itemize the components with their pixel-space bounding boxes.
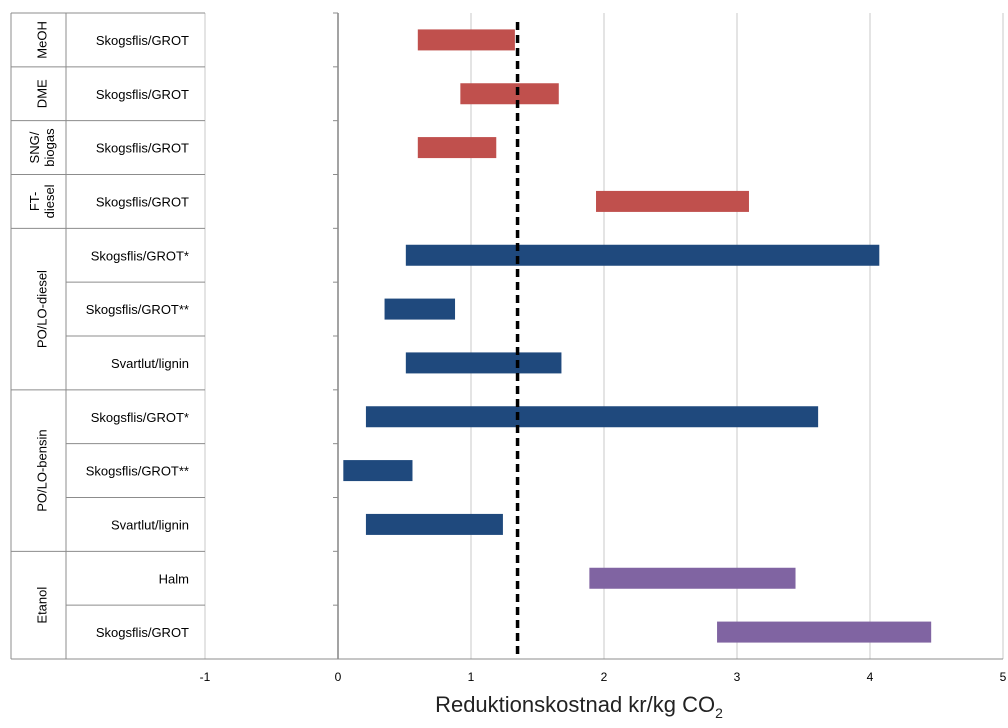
category-label: Skogsflis/GROT** (86, 464, 189, 479)
group-label-line: PO/LO-bensin (35, 429, 50, 511)
range-bar (596, 190, 749, 212)
group-label: PO/LO-bensin (35, 429, 50, 511)
category-label: Skogsflis/GROT (96, 194, 189, 209)
bars (343, 29, 932, 643)
range-bar (717, 621, 932, 643)
category-label: Skogsflis/GROT (96, 625, 189, 640)
group-labels: MeOH DME SNG/biogas FT-diesel PO/LO-diesel PO… (27, 21, 57, 623)
category-label: Svartlut/lignin (111, 517, 189, 532)
range-bar (589, 567, 796, 589)
group-label-line: diesel (42, 184, 57, 218)
range-bar (405, 352, 562, 374)
x-tick-label: 3 (734, 670, 741, 684)
category-label: Skogsflis/GROT (96, 141, 189, 156)
x-tick-label: -1 (200, 670, 211, 684)
x-axis-title-subscript: 2 (715, 705, 723, 721)
group-label: DME (35, 79, 50, 108)
category-label: Skogsflis/GROT* (91, 410, 189, 425)
x-tick-labels: -1 0 1 2 3 4 5 (200, 670, 1007, 684)
range-bar (343, 460, 413, 482)
x-tick-label: 5 (1000, 670, 1007, 684)
group-label-line: FT- (27, 192, 42, 212)
category-table-lines (10, 12, 338, 660)
group-label-line: SNG/ (27, 131, 42, 163)
category-label: Skogsflis/GROT (96, 33, 189, 48)
x-tick-label: 1 (468, 670, 475, 684)
group-label-line: Etanol (35, 587, 50, 624)
group-label: PO/LO-diesel (35, 270, 50, 348)
x-axis-title: Reduktionskostnad kr/kg CO2 (435, 692, 723, 721)
group-label-line: MeOH (35, 21, 50, 59)
x-tick-label: 2 (601, 670, 608, 684)
range-bar (460, 83, 559, 105)
range-bar (384, 298, 456, 320)
category-label: Svartlut/lignin (111, 356, 189, 371)
group-label: SNG/biogas (27, 128, 57, 167)
range-bar (417, 29, 515, 51)
group-label-line: PO/LO-diesel (35, 270, 50, 348)
category-label: Skogsflis/GROT* (91, 248, 189, 263)
range-bar (417, 137, 497, 159)
range-bar (365, 406, 819, 428)
x-tick-label: 0 (335, 670, 342, 684)
category-label: Skogsflis/GROT** (86, 302, 189, 317)
x-tick-label: 4 (867, 670, 874, 684)
group-label-line: DME (35, 79, 50, 108)
category-label: Skogsflis/GROT (96, 87, 189, 102)
group-label: MeOH (35, 21, 50, 59)
group-label-line: biogas (42, 128, 57, 167)
range-bar (365, 513, 503, 535)
range-bar (405, 244, 880, 266)
x-axis-title-text: Reduktionskostnad kr/kg CO (435, 692, 715, 717)
category-labels: Skogsflis/GROT Skogsflis/GROT Skogsflis/GR… (86, 33, 189, 640)
group-label: Etanol (35, 587, 50, 624)
group-label: FT-diesel (27, 184, 57, 218)
gridlines (204, 13, 1004, 659)
category-label: Halm (159, 571, 189, 586)
